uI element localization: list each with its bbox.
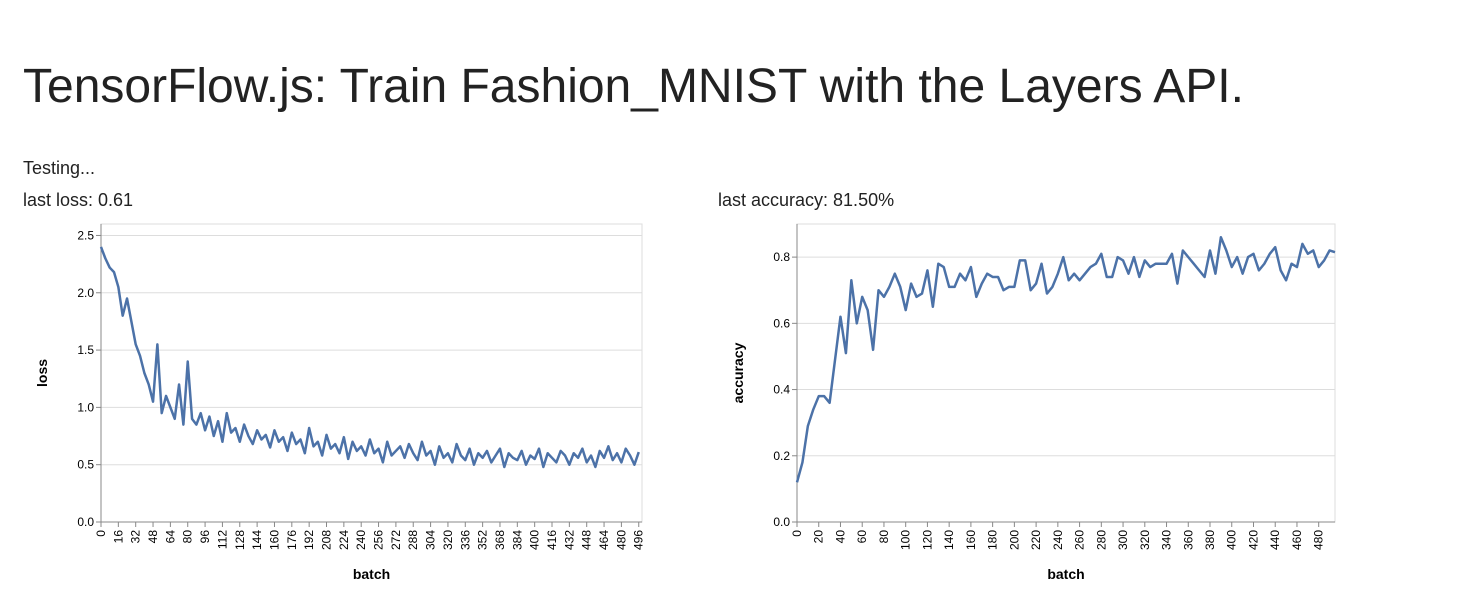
y-tick-label: 1.0 <box>77 400 94 414</box>
x-tick-label: 288 <box>406 530 420 550</box>
x-tick-label: 112 <box>215 530 229 549</box>
x-tick-label: 304 <box>424 530 438 550</box>
x-tick-label: 224 <box>337 530 351 550</box>
y-tick-label: 0.6 <box>773 316 790 330</box>
x-tick-label: 160 <box>964 530 978 550</box>
data-line <box>795 235 1336 483</box>
x-tick-label: 140 <box>942 530 956 550</box>
y-tick-label: 0.0 <box>77 515 94 529</box>
x-tick-label: 240 <box>354 530 368 550</box>
x-tick-label: 20 <box>812 530 826 544</box>
x-tick-label: 464 <box>597 530 611 550</box>
chart-caption: last loss: 0.61 <box>23 190 133 210</box>
x-tick-label: 380 <box>1203 530 1217 550</box>
x-axis-title: batch <box>1047 566 1084 582</box>
x-tick-label: 440 <box>1268 530 1282 550</box>
x-tick-label: 256 <box>372 530 386 550</box>
x-tick-label: 200 <box>1007 530 1021 550</box>
y-tick-label: 2.0 <box>77 286 94 300</box>
x-tick-label: 40 <box>833 530 847 544</box>
y-tick-label: 0.5 <box>77 458 94 472</box>
x-axis-title: batch <box>353 566 390 582</box>
x-tick-label: 48 <box>146 530 160 544</box>
x-tick-label: 176 <box>285 530 299 550</box>
x-tick-label: 448 <box>580 530 594 550</box>
x-tick-label: 320 <box>441 530 455 550</box>
chart-caption: last accuracy: 81.50% <box>718 190 894 210</box>
y-tick-label: 0.2 <box>773 449 790 463</box>
x-tick-label: 384 <box>510 530 524 550</box>
x-tick-label: 368 <box>493 530 507 550</box>
x-tick-label: 96 <box>198 530 212 544</box>
x-tick-label: 352 <box>476 530 490 550</box>
plot-frame <box>100 223 643 523</box>
y-tick-label: 0.0 <box>773 515 790 529</box>
x-tick-label: 60 <box>855 530 869 544</box>
x-tick-label: 420 <box>1246 530 1260 550</box>
x-tick-label: 480 <box>614 530 628 550</box>
x-tick-label: 400 <box>528 530 542 550</box>
x-tick-label: 120 <box>920 530 934 550</box>
x-tick-label: 220 <box>1029 530 1043 550</box>
x-tick-label: 16 <box>111 530 125 544</box>
x-tick-label: 100 <box>899 530 913 550</box>
x-tick-label: 416 <box>545 530 559 550</box>
x-tick-label: 320 <box>1138 530 1152 550</box>
y-tick-label: 0.8 <box>773 250 790 264</box>
x-tick-label: 144 <box>250 530 264 550</box>
y-axis-title: accuracy <box>730 342 746 403</box>
x-tick-label: 64 <box>163 530 177 544</box>
x-tick-label: 260 <box>1073 530 1087 550</box>
x-tick-label: 432 <box>562 530 576 550</box>
x-tick-label: 496 <box>632 530 646 550</box>
x-tick-label: 0 <box>790 530 804 537</box>
x-tick-label: 180 <box>986 530 1000 550</box>
x-tick-label: 32 <box>129 530 143 544</box>
x-tick-label: 272 <box>389 530 403 550</box>
x-tick-label: 460 <box>1290 530 1304 550</box>
x-tick-label: 128 <box>233 530 247 550</box>
y-tick-label: 2.5 <box>77 228 94 242</box>
y-tick-label: 1.5 <box>77 343 94 357</box>
x-tick-label: 80 <box>877 530 891 544</box>
y-axis-title: loss <box>34 359 50 387</box>
x-tick-label: 360 <box>1181 530 1195 550</box>
x-tick-label: 192 <box>302 530 316 550</box>
x-tick-label: 300 <box>1116 530 1130 550</box>
status-text: Testing... <box>23 158 96 178</box>
data-line <box>99 246 640 469</box>
x-tick-label: 0 <box>94 530 108 537</box>
x-tick-label: 280 <box>1094 530 1108 550</box>
x-tick-label: 340 <box>1160 530 1174 550</box>
x-tick-label: 240 <box>1051 530 1065 550</box>
x-tick-label: 336 <box>458 530 472 550</box>
x-tick-label: 80 <box>181 530 195 544</box>
page-title: TensorFlow.js: Train Fashion_MNIST with … <box>23 60 1244 113</box>
x-tick-label: 208 <box>320 530 334 550</box>
x-tick-label: 160 <box>267 530 281 550</box>
x-tick-label: 480 <box>1312 530 1326 550</box>
y-tick-label: 0.4 <box>773 383 790 397</box>
x-tick-label: 400 <box>1225 530 1239 550</box>
